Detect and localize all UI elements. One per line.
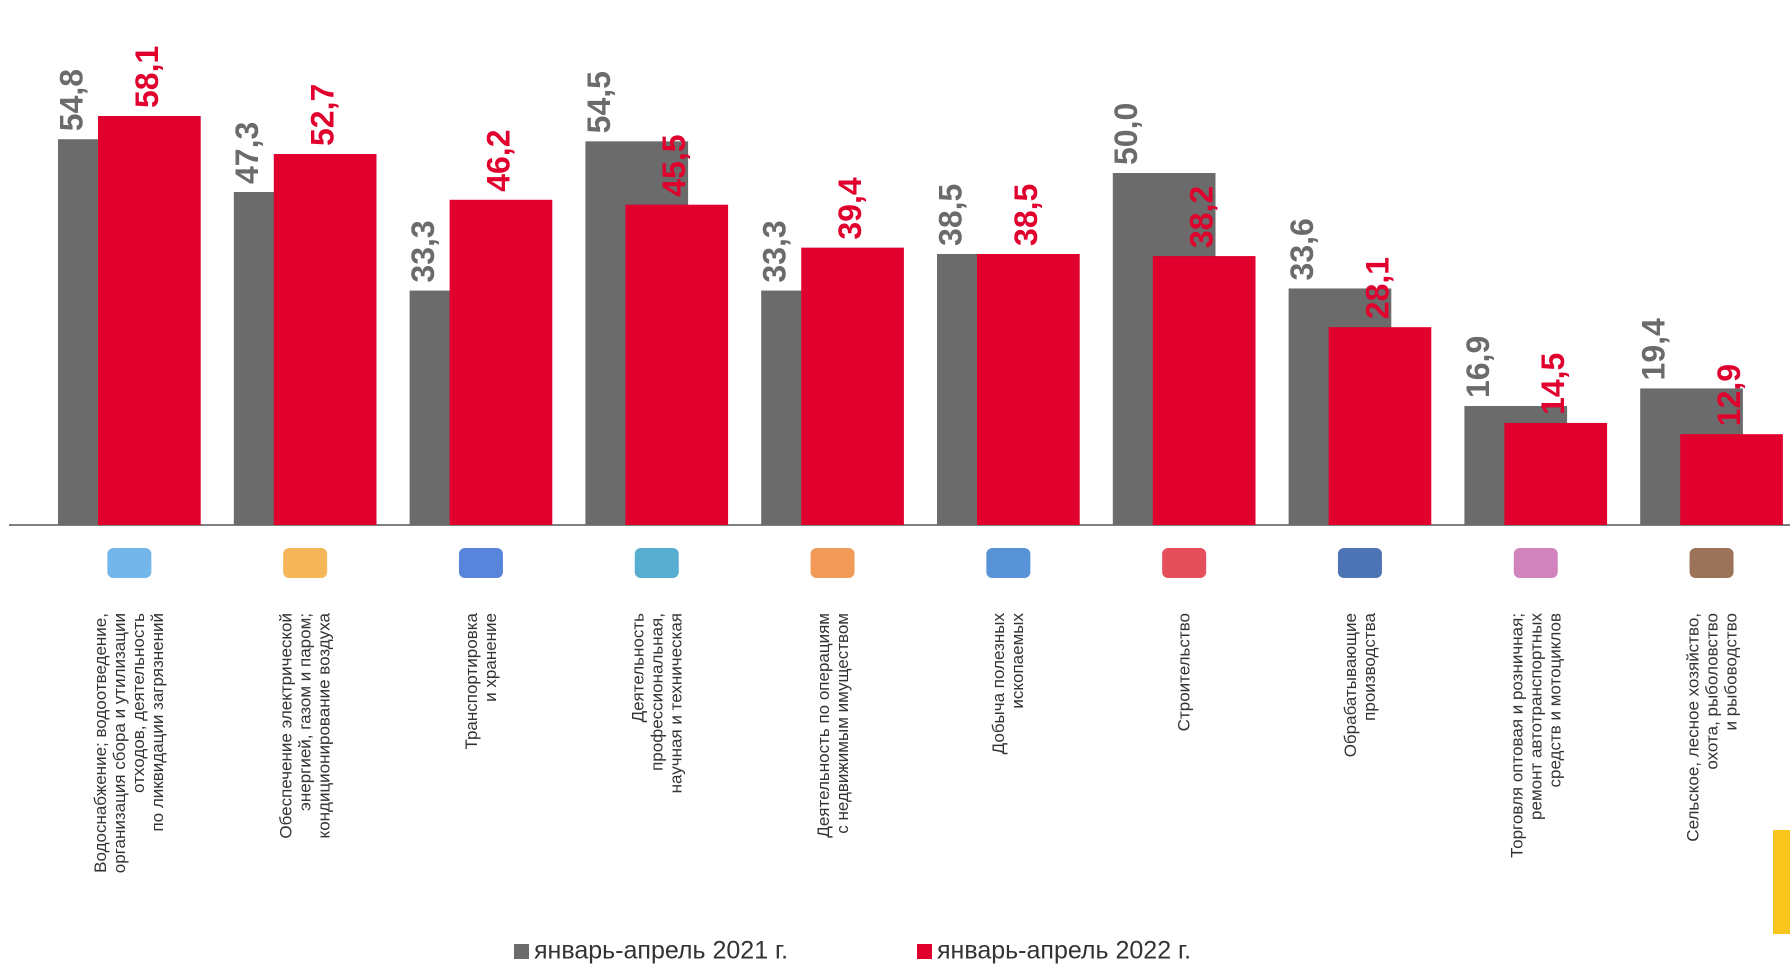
icon	[1337, 548, 1382, 578]
icon	[1513, 548, 1558, 578]
value-label: 33,6	[1284, 218, 1320, 280]
bar	[801, 247, 904, 526]
bar	[273, 154, 377, 525]
category-label: Обрабатывающие производства	[1340, 613, 1379, 758]
icon	[283, 548, 328, 578]
value-label: 46,2	[480, 129, 516, 191]
value-label: 14,5	[1535, 353, 1571, 415]
category-label: Обеспечение электрической энергией, газо…	[276, 613, 334, 839]
value-label: 58,1	[129, 46, 165, 108]
bar	[1328, 327, 1432, 525]
icon	[986, 548, 1031, 578]
bar	[449, 199, 553, 525]
value-label: 19,4	[1636, 318, 1672, 380]
value-label: 54,8	[53, 69, 89, 131]
legend-swatch	[514, 944, 529, 959]
bar	[625, 204, 729, 525]
value-label: 28,1	[1359, 257, 1395, 319]
value-label: 12,9	[1711, 364, 1747, 426]
legend-label: январь-апрель 2021 г.	[534, 937, 788, 965]
legend-swatch	[917, 944, 932, 959]
side-tab	[1773, 830, 1790, 934]
value-label: 45,5	[656, 134, 692, 196]
category-label: Добыча полезных ископаемых	[989, 613, 1028, 755]
value-label: 33,3	[405, 220, 441, 282]
bar	[977, 253, 1080, 526]
category-label: Сельское, лесное хозяйство, охота, рыбол…	[1683, 613, 1741, 842]
legend-label: январь-апрель 2022 г.	[937, 937, 1191, 965]
value-label: 50,0	[1108, 103, 1144, 165]
value-label: 54,5	[581, 71, 617, 133]
icon	[634, 548, 679, 578]
value-label: 16,9	[1460, 336, 1496, 398]
bar	[1680, 434, 1783, 525]
category-label: Водоснабжение; водоотведение, организаци…	[91, 613, 168, 874]
bar	[1504, 422, 1608, 525]
bar	[98, 116, 201, 525]
value-label: 39,4	[832, 177, 868, 239]
value-label: 38,5	[932, 184, 968, 246]
bar	[1152, 256, 1256, 525]
category-label: Деятельность по операциям с недвижимым и…	[813, 613, 852, 838]
value-label: 47,3	[229, 122, 265, 184]
value-label: 52,7	[305, 84, 341, 146]
category-label: Деятельность профессиональная, научная и…	[628, 613, 686, 794]
icon	[458, 548, 503, 578]
value-label: 33,3	[757, 220, 793, 282]
value-label: 38,5	[1008, 184, 1044, 246]
icon	[810, 548, 855, 578]
icon	[1162, 548, 1207, 578]
category-label: Строительство	[1174, 613, 1194, 732]
icon	[107, 548, 152, 578]
icon	[1689, 548, 1734, 578]
category-label: Торговля оптовая и розничная; ремонт авт…	[1507, 613, 1565, 858]
category-label: Транспортировка и хранение	[461, 613, 500, 750]
value-label: 38,2	[1184, 186, 1220, 248]
